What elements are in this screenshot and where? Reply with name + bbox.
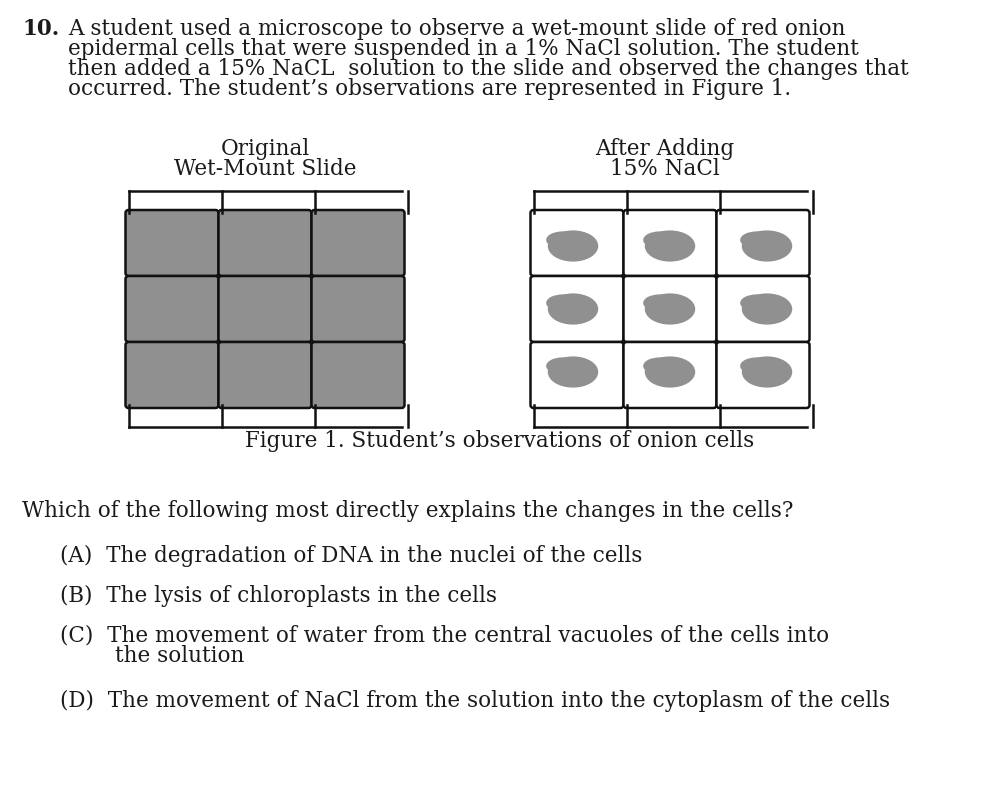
Text: the solution: the solution bbox=[60, 644, 244, 666]
Ellipse shape bbox=[645, 357, 695, 388]
FancyBboxPatch shape bbox=[716, 211, 810, 277]
FancyBboxPatch shape bbox=[624, 277, 716, 342]
FancyBboxPatch shape bbox=[716, 277, 810, 342]
Ellipse shape bbox=[740, 232, 773, 249]
Text: (C)  The movement of water from the central vacuoles of the cells into: (C) The movement of water from the centr… bbox=[60, 624, 829, 646]
FancyBboxPatch shape bbox=[716, 342, 810, 408]
Text: Which of the following most directly explains the changes in the cells?: Which of the following most directly exp… bbox=[22, 500, 793, 521]
Ellipse shape bbox=[742, 294, 792, 325]
FancyBboxPatch shape bbox=[312, 342, 404, 408]
Ellipse shape bbox=[742, 231, 792, 262]
Ellipse shape bbox=[548, 231, 598, 262]
Text: Original: Original bbox=[220, 138, 310, 160]
Text: occurred. The student’s observations are represented in Figure 1.: occurred. The student’s observations are… bbox=[68, 78, 791, 100]
FancyBboxPatch shape bbox=[218, 277, 312, 342]
Text: (B)  The lysis of chloroplasts in the cells: (B) The lysis of chloroplasts in the cel… bbox=[60, 585, 497, 606]
FancyBboxPatch shape bbox=[312, 211, 404, 277]
FancyBboxPatch shape bbox=[624, 342, 716, 408]
Ellipse shape bbox=[742, 357, 792, 388]
Ellipse shape bbox=[546, 358, 579, 375]
FancyBboxPatch shape bbox=[126, 342, 218, 408]
Text: epidermal cells that were suspended in a 1% NaCl solution. The student: epidermal cells that were suspended in a… bbox=[68, 38, 859, 60]
Ellipse shape bbox=[643, 295, 676, 312]
Ellipse shape bbox=[548, 357, 598, 388]
FancyBboxPatch shape bbox=[624, 211, 716, 277]
Text: (D)  The movement of NaCl from the solution into the cytoplasm of the cells: (D) The movement of NaCl from the soluti… bbox=[60, 689, 890, 711]
Ellipse shape bbox=[740, 358, 773, 375]
Text: 15% NaCl: 15% NaCl bbox=[610, 158, 720, 180]
FancyBboxPatch shape bbox=[530, 342, 624, 408]
FancyBboxPatch shape bbox=[218, 342, 312, 408]
Text: After Adding: After Adding bbox=[595, 138, 735, 160]
Ellipse shape bbox=[546, 232, 579, 249]
Text: A student used a microscope to observe a wet-mount slide of red onion: A student used a microscope to observe a… bbox=[68, 18, 846, 40]
FancyBboxPatch shape bbox=[218, 211, 312, 277]
Text: then added a 15% NaCL  solution to the slide and observed the changes that: then added a 15% NaCL solution to the sl… bbox=[68, 58, 909, 80]
Text: 10.: 10. bbox=[22, 18, 59, 40]
Ellipse shape bbox=[548, 294, 598, 325]
Ellipse shape bbox=[643, 358, 676, 375]
FancyBboxPatch shape bbox=[126, 277, 218, 342]
Text: Figure 1. Student’s observations of onion cells: Figure 1. Student’s observations of onio… bbox=[245, 429, 755, 452]
Ellipse shape bbox=[546, 295, 579, 312]
FancyBboxPatch shape bbox=[126, 211, 218, 277]
Ellipse shape bbox=[645, 231, 695, 262]
Ellipse shape bbox=[740, 295, 773, 312]
FancyBboxPatch shape bbox=[530, 211, 624, 277]
FancyBboxPatch shape bbox=[312, 277, 404, 342]
Ellipse shape bbox=[643, 232, 676, 249]
Ellipse shape bbox=[645, 294, 695, 325]
FancyBboxPatch shape bbox=[530, 277, 624, 342]
Text: (A)  The degradation of DNA in the nuclei of the cells: (A) The degradation of DNA in the nuclei… bbox=[60, 545, 642, 566]
Text: Wet-Mount Slide: Wet-Mount Slide bbox=[174, 158, 356, 180]
